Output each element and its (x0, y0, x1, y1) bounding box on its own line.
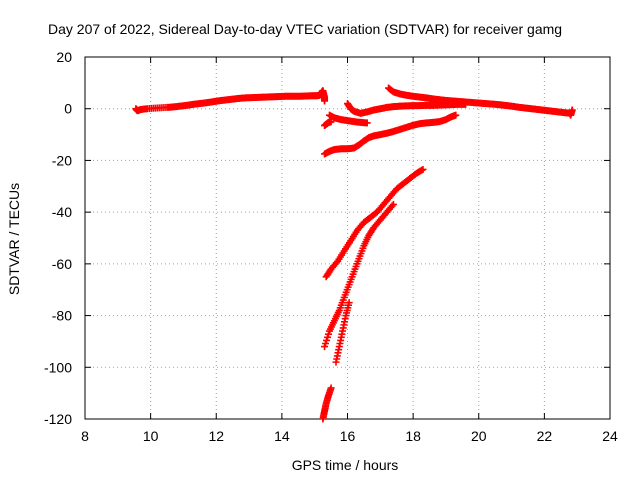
y-tick-label: -100 (44, 359, 72, 375)
plus-marker (568, 106, 576, 114)
x-tick-label: 18 (405, 428, 421, 444)
y-axis-label: SDTVAR / TECUs (6, 183, 22, 295)
plus-marker (462, 100, 470, 108)
x-tick-label: 24 (602, 428, 618, 444)
axis-ticks (84, 56, 611, 420)
y-tick-label: -120 (44, 411, 72, 427)
plus-marker (345, 299, 353, 307)
series-main-band (132, 87, 329, 115)
plus-marker (321, 97, 329, 105)
y-tick-label: -40 (52, 204, 72, 220)
chart-title: Day 207 of 2022, Sidereal Day-to-day VTE… (48, 21, 562, 37)
x-tick-label: 20 (471, 428, 487, 444)
series-arc-lower (325, 111, 371, 127)
series-steep-upper (322, 165, 427, 281)
series-short-segment (321, 118, 335, 130)
series-right-band (385, 84, 576, 119)
series-bottom-segment (319, 384, 335, 423)
plus-marker (327, 384, 335, 392)
y-tick-label: -60 (52, 256, 72, 272)
x-axis-label: GPS time / hours (292, 457, 399, 473)
y-tick-label: -20 (52, 152, 72, 168)
plus-marker (419, 165, 427, 173)
x-tick-labels: 8 10 12 14 16 18 20 22 24 (81, 428, 618, 444)
plus-marker (389, 200, 397, 208)
x-tick-label: 14 (274, 428, 290, 444)
plus-marker (452, 111, 460, 119)
x-tick-label: 10 (143, 428, 159, 444)
y-tick-label: 0 (64, 101, 72, 117)
plus-marker (327, 118, 335, 126)
x-tick-label: 16 (340, 428, 356, 444)
y-tick-labels: -120 -100 -80 -60 -40 -20 0 20 (44, 49, 72, 427)
series-steep-lower (321, 200, 397, 351)
x-tick-label: 22 (537, 428, 553, 444)
data-markers (132, 84, 576, 423)
x-tick-label: 8 (81, 428, 89, 444)
series-steep-branch (332, 299, 353, 366)
y-tick-label: 20 (56, 49, 72, 65)
y-tick-label: -80 (52, 308, 72, 324)
series-mid-band (321, 111, 460, 158)
plus-marker (363, 119, 371, 127)
series-arc-upper (344, 100, 470, 117)
x-tick-label: 12 (208, 428, 224, 444)
